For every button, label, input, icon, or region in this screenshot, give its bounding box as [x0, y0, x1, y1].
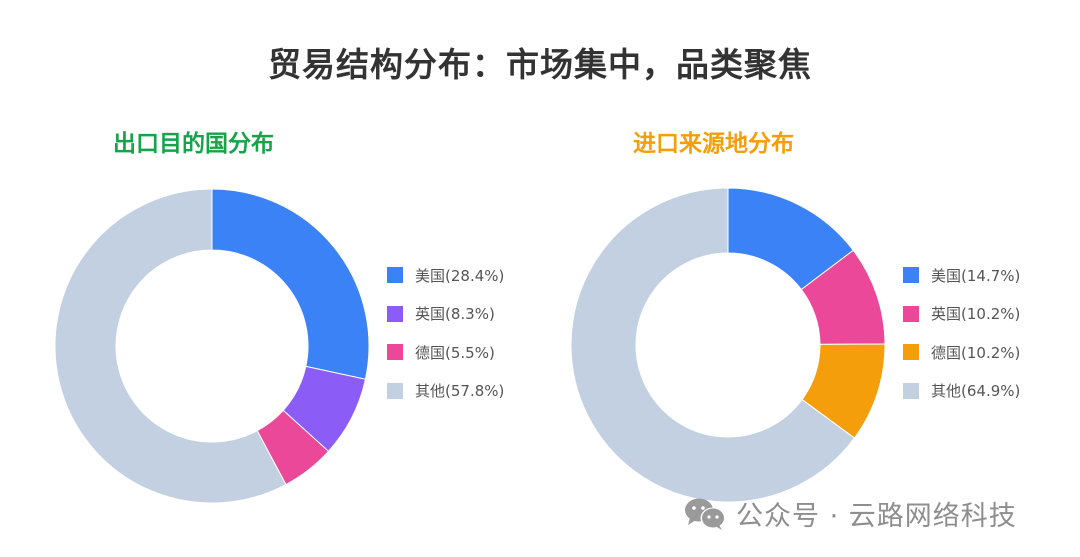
- legend-swatch: [903, 382, 919, 399]
- legend-label: 德国(5.5%): [415, 343, 495, 362]
- legend-label: 美国(14.7%): [931, 266, 1021, 285]
- legend-swatch: [903, 267, 919, 284]
- donut-slice-其他[interactable]: [570, 187, 856, 503]
- legend-label: 英国(8.3%): [415, 305, 495, 324]
- page-title: 贸易结构分布：市场集中，品类聚焦: [268, 45, 812, 84]
- legend-item-de[interactable]: 德国(10.2%): [903, 333, 1020, 372]
- legend-label: 美国(28.4%): [415, 266, 505, 285]
- legend-item-uk[interactable]: 英国(8.3%): [387, 295, 504, 334]
- donut-slice-其他[interactable]: [54, 188, 287, 504]
- legend-item-us[interactable]: 美国(14.7%): [903, 256, 1020, 295]
- legend-swatch: [903, 305, 919, 322]
- legend-label: 英国(10.2%): [931, 305, 1021, 324]
- legend-item-us[interactable]: 美国(28.4%): [387, 256, 504, 295]
- legend-swatch: [387, 267, 403, 284]
- import-chart-title: 进口来源地分布: [633, 131, 794, 157]
- legend-item-other[interactable]: 其他(64.9%): [903, 372, 1020, 411]
- watermark-text: 公众号 · 云路网络科技: [736, 501, 1017, 532]
- export-legend: 美国(28.4%) 英国(8.3%) 德国(5.5%) 其他(57.8%): [387, 256, 504, 410]
- legend-swatch: [387, 344, 403, 361]
- watermark: 公众号 · 云路网络科技: [684, 494, 1017, 533]
- legend-swatch: [387, 305, 403, 322]
- donut-slice-美国[interactable]: [211, 188, 370, 380]
- legend-label: 其他(57.8%): [415, 382, 505, 401]
- legend-item-de[interactable]: 德国(5.5%): [387, 333, 504, 372]
- legend-label: 其他(64.9%): [931, 382, 1021, 401]
- legend-item-uk[interactable]: 英国(10.2%): [903, 295, 1020, 334]
- legend-swatch: [903, 344, 919, 361]
- legend-label: 德国(10.2%): [931, 343, 1021, 362]
- legend-swatch: [387, 382, 403, 399]
- legend-item-other[interactable]: 其他(57.8%): [387, 372, 504, 411]
- wechat-icon: [685, 498, 726, 530]
- import-legend: 美国(14.7%) 英国(10.2%) 德国(10.2%) 其他(64.9%): [903, 256, 1020, 410]
- export-chart-title: 出口目的国分布: [113, 131, 274, 157]
